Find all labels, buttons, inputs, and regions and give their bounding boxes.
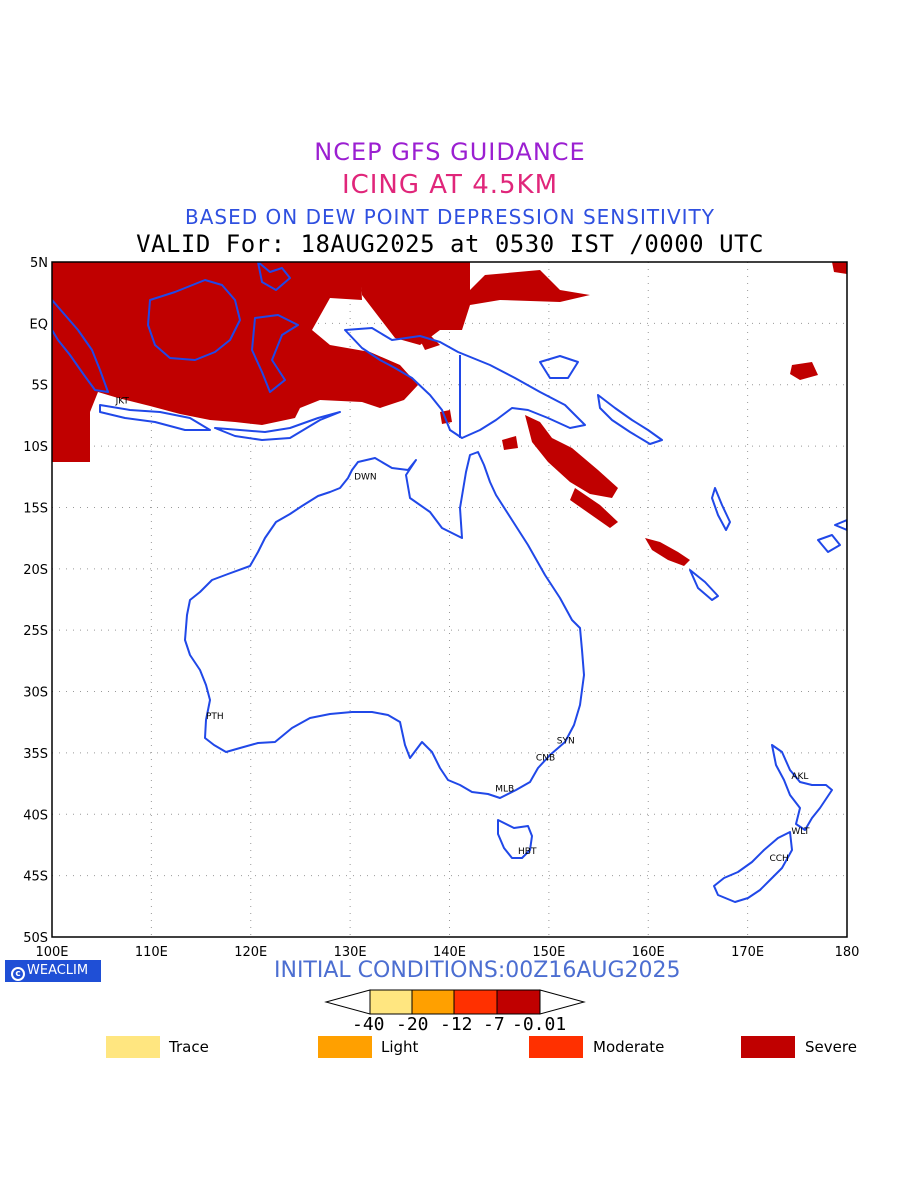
- coast-borneo: [147, 279, 241, 361]
- legend-swatch-moderate: [529, 1036, 583, 1058]
- coast-sulawesi: [251, 314, 299, 393]
- longitude-label: 180: [835, 945, 860, 960]
- longitude-label: 130E: [334, 945, 367, 960]
- station-label-pth: PTH: [206, 712, 224, 722]
- station-label-akl: AKL: [791, 772, 808, 782]
- icing-area-vanuatu-band: [645, 538, 690, 566]
- coast-australia: [184, 451, 585, 799]
- title-valid-time: VALID For: 18AUG2025 at 0530 IST /0000 U…: [136, 230, 764, 258]
- map-frame: [51, 261, 848, 938]
- coast-lesser-sunda: [214, 411, 341, 441]
- latitude-label: EQ: [30, 317, 48, 332]
- coast-tasmania: [497, 819, 533, 859]
- coast-new-guinea: [344, 327, 586, 439]
- icing-area-far-northeast: [832, 262, 847, 274]
- station-label-hbt: HBT: [518, 847, 537, 857]
- latitude-label: 40S: [23, 808, 48, 823]
- longitude-label: 170E: [731, 945, 764, 960]
- initial-conditions: INITIAL CONDITIONS:00Z16AUG2025: [274, 958, 681, 983]
- longitude-label: 110E: [135, 945, 168, 960]
- longitude-label: 120E: [234, 945, 267, 960]
- longitude-label: 150E: [532, 945, 565, 960]
- coastlines: [52, 262, 847, 903]
- coast-new-zealand-south: [713, 831, 793, 903]
- legend-label-trace: Trace: [169, 1038, 209, 1056]
- latitude-label: 25S: [23, 624, 48, 639]
- coast-new-britain: [539, 355, 579, 379]
- colorbar-left-arrow: [324, 989, 371, 1015]
- colorbar-tick: -7: [483, 1014, 505, 1035]
- latitude-label: 45S: [23, 870, 48, 885]
- coast-java: [99, 404, 211, 431]
- colorbar-swatch-moderate: [453, 989, 498, 1015]
- latitude-label: 5S: [31, 379, 48, 394]
- longitude-label: 140E: [433, 945, 466, 960]
- copyright-icon: c: [11, 967, 25, 981]
- icing-area-new-guinea-east: [420, 335, 440, 350]
- station-label-wlt: WLT: [791, 827, 810, 837]
- colorbar-tick: -40: [352, 1014, 385, 1035]
- legend-swatch-trace: [106, 1036, 160, 1058]
- longitude-label: 160E: [632, 945, 665, 960]
- coast-fiji: [817, 519, 847, 553]
- icing-area-coral-sea: [502, 436, 518, 450]
- legend-label-moderate: Moderate: [593, 1038, 665, 1056]
- station-label-mlb: MLB: [495, 784, 514, 794]
- longitude-label: 100E: [35, 945, 68, 960]
- latitude-label: 5N: [30, 256, 48, 271]
- colorbar-tick: -0.01: [512, 1014, 567, 1035]
- colorbar-swatch-light: [411, 989, 455, 1015]
- colorbar-right-arrow: [539, 989, 586, 1015]
- legend-swatch-light: [318, 1036, 372, 1058]
- colorbar-tick: -12: [440, 1014, 473, 1035]
- legend-swatch-severe: [741, 1036, 795, 1058]
- coast-new-zealand-north: [771, 744, 833, 831]
- latitude-label: 35S: [23, 747, 48, 762]
- icing-area-fiji-north: [790, 362, 818, 380]
- icing-area-maritime-continent: [52, 262, 418, 462]
- legend-label-severe: Severe: [805, 1038, 857, 1056]
- coast-solomons: [597, 394, 663, 445]
- weaclim-logo: c WEACLIM: [5, 960, 101, 982]
- coast-sumatra: [52, 299, 109, 393]
- latitude-label: 20S: [23, 563, 48, 578]
- coast-philippines-south: [257, 262, 291, 291]
- brand-label: WEACLIM: [27, 963, 89, 978]
- latitude-label: 50S: [23, 931, 48, 946]
- station-label-cch: CCH: [769, 854, 788, 864]
- station-label-cnb: CNB: [536, 754, 555, 764]
- station-label-jkt: JKT: [115, 396, 130, 406]
- icing-area-solomon-islands: [525, 415, 618, 498]
- title-product: NCEP GFS GUIDANCE: [314, 138, 586, 166]
- colorbar-swatch-trace: [369, 989, 413, 1015]
- station-label-syn: SYN: [557, 736, 575, 746]
- icing-area-solomon-tail: [570, 488, 618, 528]
- coast-vanuatu: [711, 487, 731, 531]
- legend-label-light: Light: [381, 1038, 419, 1056]
- title-parameter: ICING AT 4.5KM: [341, 170, 559, 200]
- colorbar-tick: -20: [396, 1014, 429, 1035]
- icing-area-north-pacific: [358, 262, 590, 345]
- coast-new-caledonia: [689, 569, 719, 601]
- latitude-label: 30S: [23, 686, 48, 701]
- colorbar-swatch-severe: [496, 989, 541, 1015]
- icing-severe-areas: [52, 262, 847, 566]
- latitude-label: 15S: [23, 501, 48, 516]
- latitude-label: 10S: [23, 440, 48, 455]
- station-label-dwn: DWN: [354, 473, 377, 483]
- title-method: BASED ON DEW POINT DEPRESSION SENSITIVIT…: [185, 205, 715, 229]
